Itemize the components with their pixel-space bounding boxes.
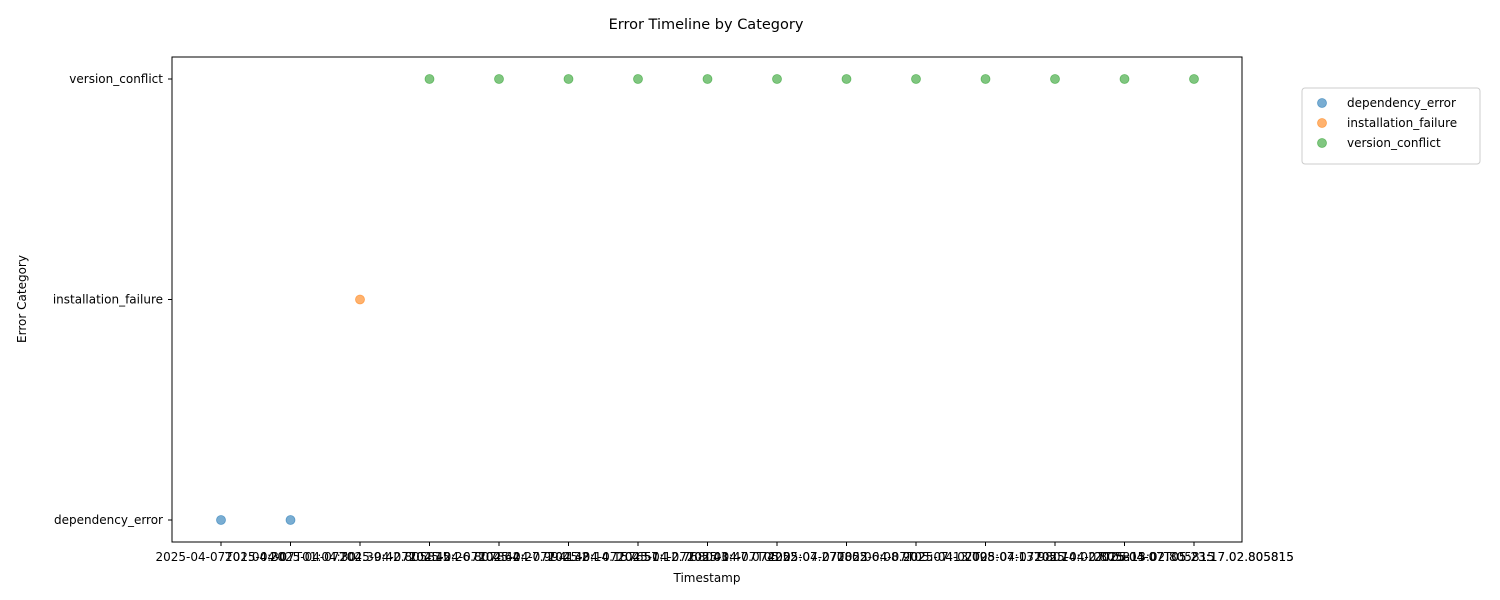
data-point-version-conflict	[772, 74, 782, 84]
data-point-dependency-error	[285, 515, 296, 525]
x-tick-label: 2025-04-07T01:04:30	[156, 550, 287, 564]
legend-marker	[1317, 138, 1327, 148]
x-axis: 2025-04-07T01:04:302025-04-07T01:04:3020…	[156, 542, 1294, 564]
y-tick-label: dependency_error	[54, 513, 163, 527]
data-point-version-conflict	[1189, 74, 1199, 84]
x-tick-label: 2025-04-07T05:23:17.02.805815	[1094, 550, 1294, 564]
x-axis-title: Timestamp	[673, 571, 741, 585]
x-tick-label: 2025-04-07T05:01:47.074252	[617, 550, 798, 564]
x-tick-label: 2025-04-07T05:07:13.9807	[903, 550, 1068, 564]
x-tick-label: 2025-04-07T01:04:30	[225, 550, 356, 564]
legend-marker	[1317, 118, 1327, 128]
x-tick-label: 2025-04-07T05:23:17.02.805815	[1094, 550, 1294, 564]
legend-label: dependency_error	[1347, 96, 1456, 110]
data-points	[216, 74, 1199, 525]
data-point-version-conflict	[633, 74, 643, 84]
data-point-dependency-error	[216, 515, 226, 525]
legend: dependency_error installation_failurevers…	[1301, 87, 1481, 165]
y-tick-label: version_conflict	[69, 72, 163, 86]
legend-marker	[1317, 98, 1327, 108]
data-point-version-conflict	[841, 74, 852, 84]
data-point-version-conflict	[1050, 74, 1060, 84]
legend-label: installation_failure	[1347, 116, 1457, 130]
y-axis-title: Error Category	[15, 255, 29, 343]
data-point-version-conflict	[563, 74, 574, 84]
x-tick-label: 2025-04-07T04:51:12.768043	[548, 550, 729, 564]
data-point-version-conflict	[980, 74, 991, 84]
data-point-version-conflict	[1119, 74, 1130, 84]
data-point-version-conflict	[424, 74, 435, 84]
x-tick-label: 2025-04-07T05:07:13.098	[837, 550, 995, 564]
x-tick-label: 2025-04-07T05:05:07.270802	[687, 550, 868, 564]
x-tick-label: 2025-04-07T05:13:02.805815	[1034, 550, 1215, 564]
chart-title: Error Timeline by Category	[609, 17, 804, 33]
x-tick-label: 2025-04-07T05:06:08.902	[768, 550, 926, 564]
legend-box	[1301, 87, 1481, 165]
y-axis: dependency_error installation_failure vers…	[53, 72, 172, 527]
x-tick-label: 2025-04-07T04:39:42.805815	[270, 550, 451, 564]
data-point-version-conflict	[702, 74, 713, 84]
x-tick-label: 2025-04-07T04:42:27.994132	[409, 550, 590, 564]
y-tick-label: installation_failure	[53, 293, 163, 307]
x-tick-label: 2025-04-07T05:14:02.805815	[965, 550, 1146, 564]
legend-label: version_conflict	[1347, 136, 1441, 150]
x-tick-label: 2025-04-07T04:42:26.807864	[339, 550, 520, 564]
data-point-installation-failure	[355, 294, 365, 305]
data-point-version-conflict	[494, 74, 504, 84]
data-point-version-conflict	[911, 74, 921, 84]
x-tick-label: 2025-04-07T04:48:14.157657	[478, 550, 659, 564]
